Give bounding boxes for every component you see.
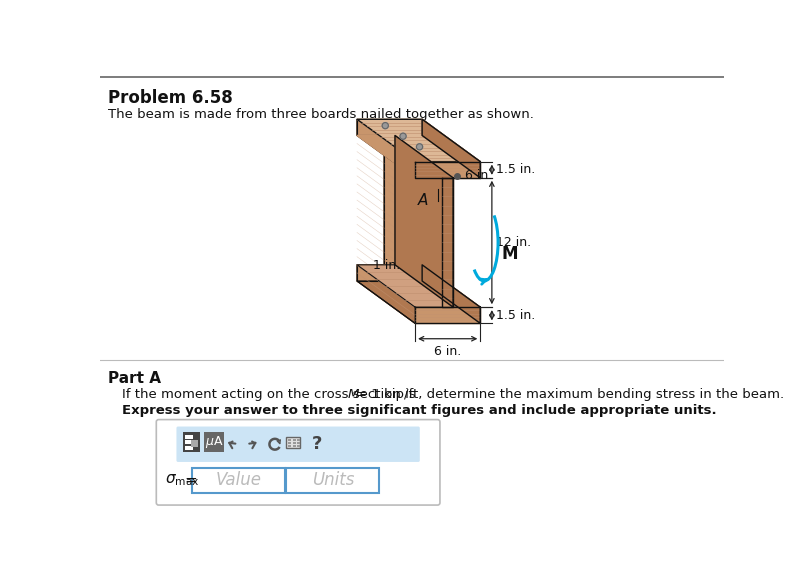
FancyBboxPatch shape xyxy=(297,442,300,444)
Text: 1 in.: 1 in. xyxy=(372,259,399,272)
FancyBboxPatch shape xyxy=(185,446,193,449)
Text: =: = xyxy=(184,473,197,488)
Text: 12 in.: 12 in. xyxy=(495,236,530,249)
FancyBboxPatch shape xyxy=(204,432,224,452)
FancyBboxPatch shape xyxy=(292,445,296,447)
Polygon shape xyxy=(357,265,422,281)
FancyBboxPatch shape xyxy=(286,468,379,493)
Polygon shape xyxy=(384,136,394,265)
Circle shape xyxy=(416,144,422,150)
Polygon shape xyxy=(357,119,479,162)
Text: M: M xyxy=(500,245,517,263)
Polygon shape xyxy=(414,307,479,323)
Text: Value: Value xyxy=(215,471,261,489)
Polygon shape xyxy=(357,119,414,178)
Polygon shape xyxy=(357,265,442,307)
FancyBboxPatch shape xyxy=(176,426,419,462)
Polygon shape xyxy=(357,119,422,136)
FancyBboxPatch shape xyxy=(156,419,439,505)
Polygon shape xyxy=(357,281,479,323)
Text: 1.5 in.: 1.5 in. xyxy=(495,163,534,176)
Text: Express your answer to three significant figures and include appropriate units.: Express your answer to three significant… xyxy=(122,404,716,417)
Text: 6 in.: 6 in. xyxy=(434,345,461,358)
Text: $M$: $M$ xyxy=(347,388,360,401)
FancyBboxPatch shape xyxy=(287,445,291,447)
Text: $\sigma_{\rm max}$: $\sigma_{\rm max}$ xyxy=(165,473,199,488)
Circle shape xyxy=(381,122,388,129)
Polygon shape xyxy=(384,136,442,307)
Text: 6 in.: 6 in. xyxy=(460,169,491,182)
FancyBboxPatch shape xyxy=(292,439,296,441)
Text: The beam is made from three boards nailed together as shown.: The beam is made from three boards naile… xyxy=(108,108,533,121)
FancyBboxPatch shape xyxy=(286,437,300,448)
FancyBboxPatch shape xyxy=(287,439,291,441)
Text: = 1 kip/ft, determine the maximum bending stress in the beam.: = 1 kip/ft, determine the maximum bendin… xyxy=(356,388,784,401)
FancyBboxPatch shape xyxy=(185,440,193,444)
Text: Part A: Part A xyxy=(108,371,161,386)
FancyBboxPatch shape xyxy=(191,440,198,447)
Text: 1.5 in.: 1.5 in. xyxy=(495,309,534,322)
Circle shape xyxy=(399,133,406,139)
Polygon shape xyxy=(357,265,414,323)
FancyBboxPatch shape xyxy=(297,439,300,441)
FancyBboxPatch shape xyxy=(185,435,193,439)
Polygon shape xyxy=(394,136,453,307)
Text: A: A xyxy=(418,193,428,208)
Polygon shape xyxy=(422,119,479,178)
Text: $\mu$A: $\mu$A xyxy=(205,434,223,450)
Text: Problem 6.58: Problem 6.58 xyxy=(108,89,233,107)
Polygon shape xyxy=(357,136,442,178)
FancyBboxPatch shape xyxy=(287,442,291,444)
Polygon shape xyxy=(357,265,479,307)
FancyBboxPatch shape xyxy=(297,445,300,447)
Text: ?: ? xyxy=(311,435,321,453)
Polygon shape xyxy=(422,265,479,323)
Polygon shape xyxy=(414,162,479,178)
Text: Units: Units xyxy=(312,471,354,489)
FancyBboxPatch shape xyxy=(292,442,296,444)
Text: If the moment acting on the cross section is: If the moment acting on the cross sectio… xyxy=(122,388,420,401)
FancyBboxPatch shape xyxy=(182,432,199,452)
FancyBboxPatch shape xyxy=(192,468,284,493)
Polygon shape xyxy=(442,178,453,307)
